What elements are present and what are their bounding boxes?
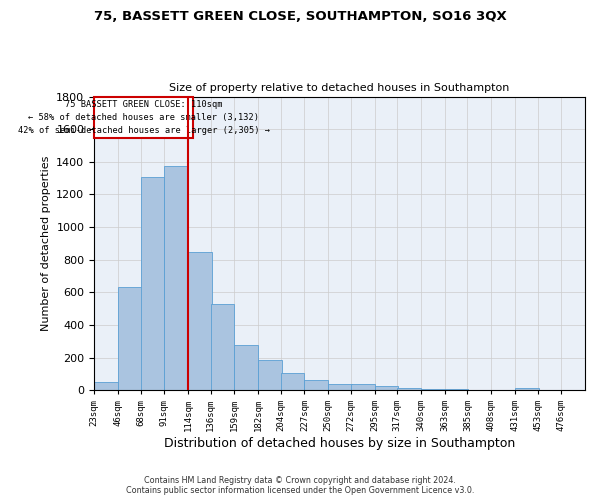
Title: Size of property relative to detached houses in Southampton: Size of property relative to detached ho… [169,83,510,93]
Y-axis label: Number of detached properties: Number of detached properties [41,156,51,331]
Text: 75, BASSETT GREEN CLOSE, SOUTHAMPTON, SO16 3QX: 75, BASSETT GREEN CLOSE, SOUTHAMPTON, SO… [94,10,506,23]
Bar [515,388,539,390]
Bar [258,360,282,390]
Bar [235,346,258,390]
Bar [421,389,445,390]
Bar [140,178,164,390]
Bar [211,304,235,390]
Bar [281,374,304,390]
Bar [304,380,328,390]
Text: Contains HM Land Registry data © Crown copyright and database right 2024.
Contai: Contains HM Land Registry data © Crown c… [126,476,474,495]
Bar [118,286,142,390]
Text: 75 BASSETT GREEN CLOSE: 110sqm
← 58% of detached houses are smaller (3,132)
42% : 75 BASSETT GREEN CLOSE: 110sqm ← 58% of … [17,100,269,135]
Bar [188,252,212,390]
Bar [94,382,118,390]
Bar [328,384,352,390]
Bar [374,386,398,390]
X-axis label: Distribution of detached houses by size in Southampton: Distribution of detached houses by size … [164,437,515,450]
Bar [397,388,421,390]
Bar [351,384,374,390]
Bar [164,166,188,390]
FancyBboxPatch shape [94,98,193,138]
